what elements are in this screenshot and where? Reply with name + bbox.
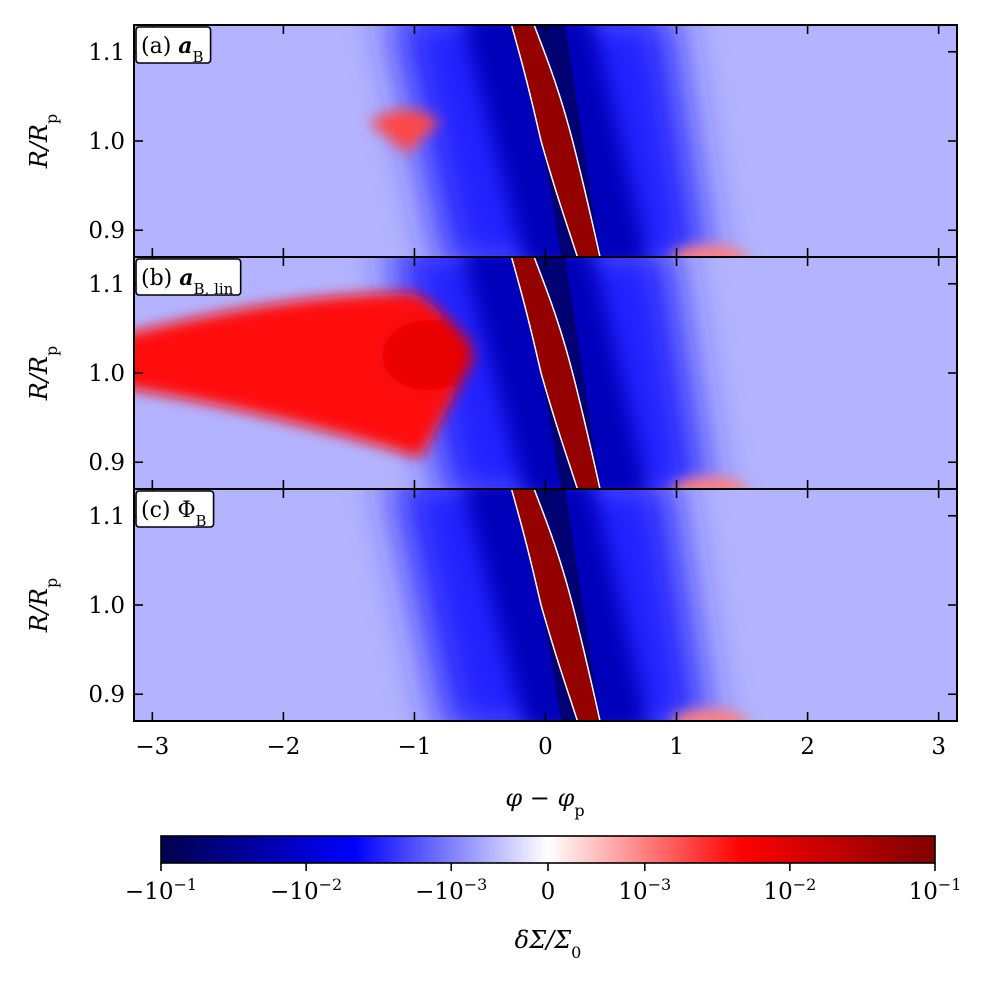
colorbar-tick-label: −10−1 <box>125 875 197 906</box>
panel-a: 0.9 1.0 1.1 R/Rp (a) aB <box>25 24 958 258</box>
x-tick-label: 2 <box>800 734 815 760</box>
colorbar-tick-label: 0 <box>541 879 556 905</box>
y-tick-label: 0.9 <box>88 450 125 476</box>
x-tick-label: 1 <box>669 734 684 760</box>
positive-lobe-lower <box>671 709 747 721</box>
heatmap-field <box>134 257 957 489</box>
x-tick-label: 0 <box>538 734 553 760</box>
y-tick-label: 1.1 <box>88 504 125 530</box>
wake <box>512 257 600 489</box>
y-tick-label: 1.0 <box>88 361 125 387</box>
y-tick-label: 0.9 <box>88 682 125 708</box>
x-tick-label: −3 <box>135 734 169 760</box>
panel-label: (b) aB, lin <box>135 258 242 298</box>
positive-lobe-core <box>382 320 473 391</box>
wake <box>512 489 600 721</box>
colorbar-gradient <box>160 835 936 864</box>
colorbar-tick-label: 10−2 <box>763 875 816 906</box>
positive-lobe-lower <box>671 477 747 489</box>
y-tick-label: 1.1 <box>88 272 125 298</box>
panel-label: (a) aB <box>135 26 212 66</box>
positive-lobe-upper <box>368 109 441 155</box>
wake <box>512 25 600 257</box>
x-axis-label: φ − φp <box>505 784 584 820</box>
y-axis-label: R/Rp <box>25 578 61 633</box>
heatmap-field <box>134 489 957 721</box>
colorbar-tick-label: 10−1 <box>909 875 962 906</box>
panel-b: 0.9 1.0 1.1 R/Rp (b) aB, lin <box>25 256 958 490</box>
x-tick-label: 3 <box>931 734 946 760</box>
panel-c: −3 −2 −1 0 1 2 3 0.9 1.0 1.1 R/Rp (c) ΦB <box>25 488 958 760</box>
colorbar-ticks: −10−1 −10−2 −10−3 0 10−3 10−2 10−1 <box>125 863 962 906</box>
y-tick-label: 1.0 <box>88 593 125 619</box>
heatmap-field <box>134 25 957 257</box>
colorbar: −10−1 −10−2 −10−3 0 10−3 10−2 10−1 δΣ/Σ0 <box>125 835 962 962</box>
y-tick-label: 1.0 <box>88 129 125 155</box>
positive-lobe-upper <box>134 292 474 458</box>
y-tick-label: 1.1 <box>88 40 125 66</box>
y-axis-label: R/Rp <box>25 114 61 169</box>
colorbar-tick-label: −10−2 <box>270 875 342 906</box>
y-axis-label: R/Rp <box>25 346 61 401</box>
colorbar-label: δΣ/Σ0 <box>515 926 582 962</box>
colorbar-tick-label: 10−3 <box>618 875 671 906</box>
y-tick-label: 0.9 <box>88 218 125 244</box>
x-tick-label: −1 <box>397 734 431 760</box>
x-tick-label: −2 <box>266 734 300 760</box>
positive-lobe-lower <box>671 245 747 257</box>
colorbar-tick-label: −10−3 <box>415 875 487 906</box>
panel-label: (c) ΦB <box>135 490 215 530</box>
